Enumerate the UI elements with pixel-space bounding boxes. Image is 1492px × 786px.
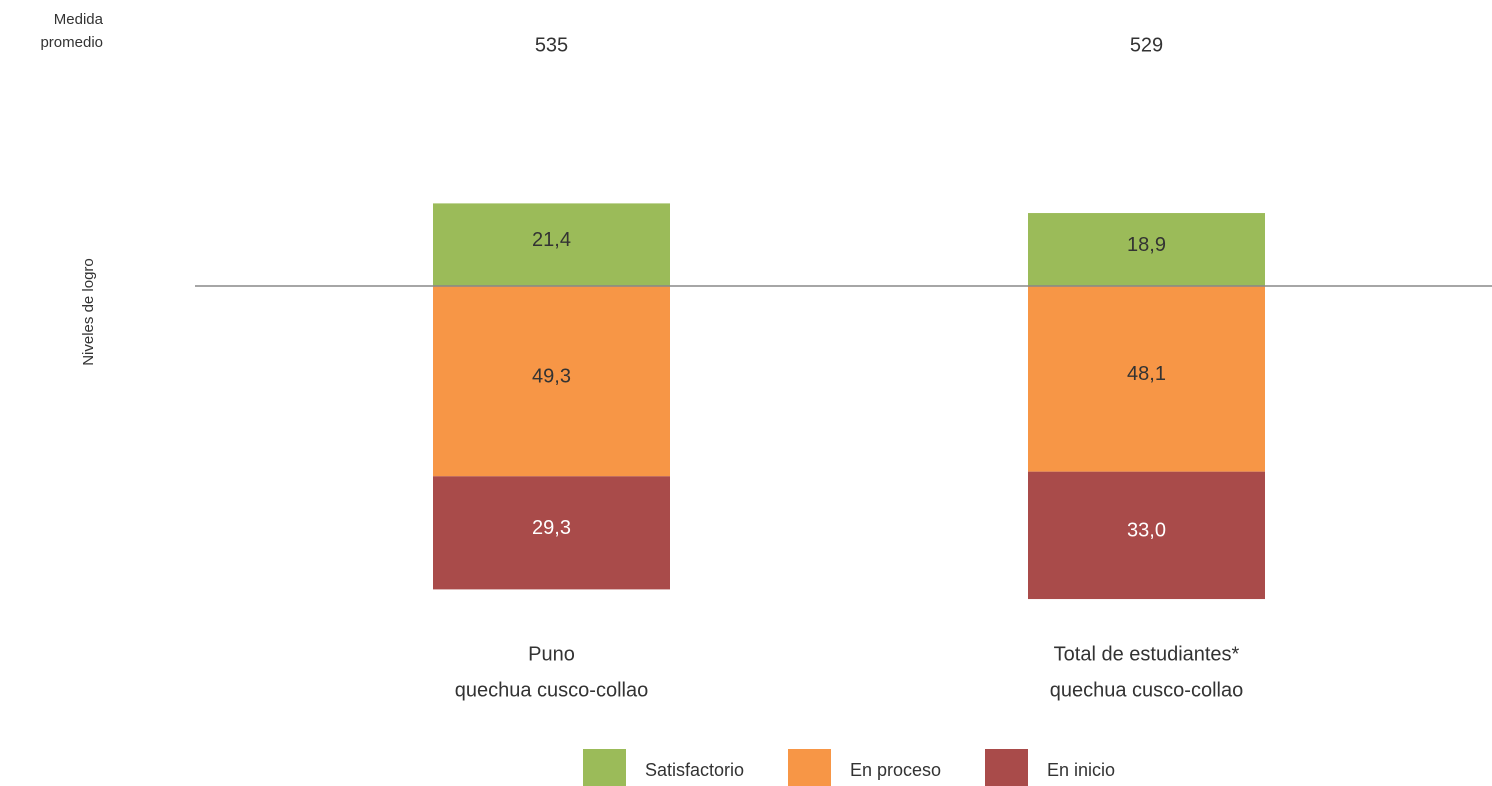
value-label: 29,3: [532, 517, 571, 539]
bar-segment: [433, 286, 670, 477]
value-label: 33,0: [1127, 520, 1166, 542]
average-label: Medida: [54, 11, 104, 28]
average-value: 529: [1130, 34, 1163, 56]
y-axis-label: Niveles de logro: [80, 258, 97, 366]
value-label: 48,1: [1127, 363, 1166, 385]
bar-segment: [1028, 286, 1265, 472]
value-label: 49,3: [532, 365, 571, 387]
legend-label: Satisfactorio: [645, 760, 744, 780]
value-label: 18,9: [1127, 234, 1166, 256]
average-label: promedio: [40, 34, 103, 51]
x-tick-label: quechua cusco-collao: [455, 679, 648, 701]
legend-swatch: [583, 749, 626, 786]
legend-label: En inicio: [1047, 760, 1115, 780]
x-tick-label: Total de estudiantes*: [1054, 643, 1240, 665]
x-tick-label: quechua cusco-collao: [1050, 679, 1243, 701]
bar-segment: [433, 476, 670, 590]
x-tick-label: Puno: [528, 643, 575, 665]
bar-segment: [433, 203, 670, 286]
legend-swatch: [788, 749, 831, 786]
legend-swatch: [985, 749, 1028, 786]
bar-segment: [1028, 471, 1265, 600]
legend-label: En proceso: [850, 760, 941, 780]
average-value: 535: [535, 34, 568, 56]
bar-segment: [1028, 213, 1265, 286]
value-label: 21,4: [532, 229, 571, 251]
